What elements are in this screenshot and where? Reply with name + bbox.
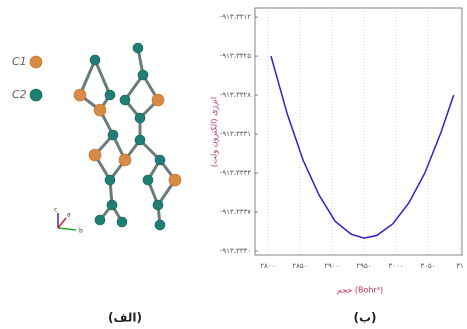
- axis-letter: c: [54, 207, 57, 214]
- caption: (ب): [353, 311, 376, 325]
- x-tick-label: ۲۹۵۰: [356, 262, 371, 270]
- axis-letter: b: [79, 228, 83, 235]
- y-tick-label: -۹۱۳،۳۳۲۵: [220, 52, 251, 60]
- line-series: [271, 56, 454, 238]
- legend-label: C2: [12, 88, 27, 101]
- y-tick-label: -۹۱۳،۳۳۳۱: [220, 130, 251, 138]
- caption: (الف): [108, 311, 142, 325]
- legend-swatch: [30, 89, 42, 101]
- molecule: [74, 43, 181, 230]
- plot-frame: [255, 8, 462, 255]
- x-tick-label: ۲۸۰۰: [260, 262, 275, 270]
- legend-swatch: [30, 56, 42, 68]
- y-axis-title: انرژی (الکترون ولت): [210, 97, 219, 167]
- axes-indicator: c a b: [54, 207, 83, 235]
- y-tick-label: -۹۱۳،۳۳۴۰: [220, 247, 251, 255]
- legend-label: C1: [12, 55, 27, 68]
- x-tick-label: ۲۸۵۰: [292, 262, 307, 270]
- x-tick-label: ۳۱: [456, 262, 464, 270]
- y-tick-label: -۹۱۳،۳۳۳۷: [220, 208, 251, 216]
- y-tick-label: -۹۱۳،۳۳۲۸: [220, 91, 251, 99]
- x-tick-label: ۳۰۰۰: [388, 262, 403, 270]
- axis-letter: a: [67, 212, 71, 219]
- x-axis-title: حجم (Bohr³): [337, 286, 383, 295]
- x-tick-label: ۲۹۰۰: [324, 262, 339, 270]
- y-tick-label: -۹۱۳،۳۳۱۲: [220, 13, 251, 21]
- x-tick-label: ۳۰۵۰: [421, 262, 436, 270]
- y-tick-label: -۹۱۳،۳۳۳۴: [220, 169, 251, 177]
- figure: C1 C2 c a b انرژی (الکترون ولت) حجم (Boh…: [0, 0, 467, 329]
